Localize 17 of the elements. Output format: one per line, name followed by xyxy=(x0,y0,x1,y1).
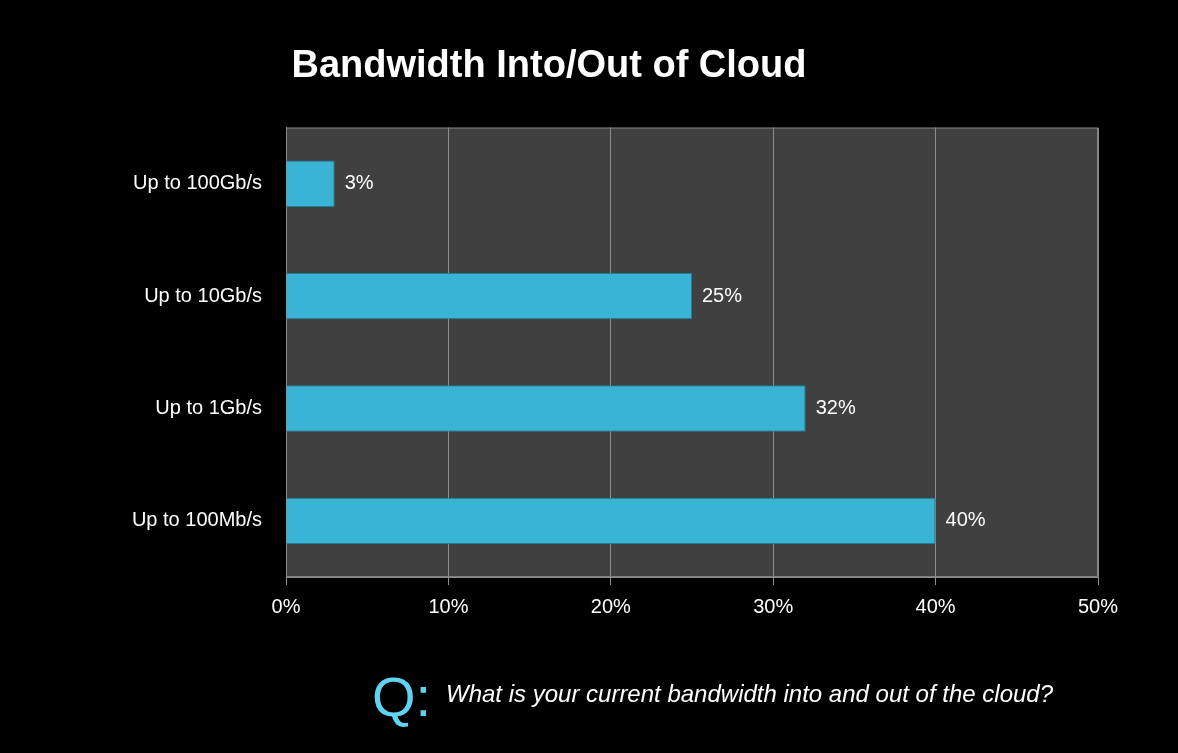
y-tick-label: Up to 10Gb/s xyxy=(144,283,262,306)
x-tick-label: 30% xyxy=(753,594,794,617)
x-tick-label: 10% xyxy=(428,594,469,617)
data-label: 3% xyxy=(344,171,374,194)
x-tick-label: 0% xyxy=(271,594,301,617)
x-tick-label: 20% xyxy=(590,594,632,617)
data-label: 25% xyxy=(702,283,743,306)
data-label: 32% xyxy=(815,395,856,418)
y-tick-label: Up to 1Gb/s xyxy=(155,395,262,418)
text: What is your current bandwidth into and out of the cloud? xyxy=(446,680,1054,707)
y-tick-label: Up to 100Gb/s xyxy=(133,171,262,194)
chart-title: Bandwidth Into/Out of Cloud xyxy=(291,43,807,86)
x-tick-label: 40% xyxy=(915,594,956,617)
x-tick-label: 50% xyxy=(1077,594,1119,617)
data-label: 40% xyxy=(945,508,986,531)
text: Q: xyxy=(372,665,432,728)
y-tick-label: Up to 100Mb/s xyxy=(131,508,262,531)
